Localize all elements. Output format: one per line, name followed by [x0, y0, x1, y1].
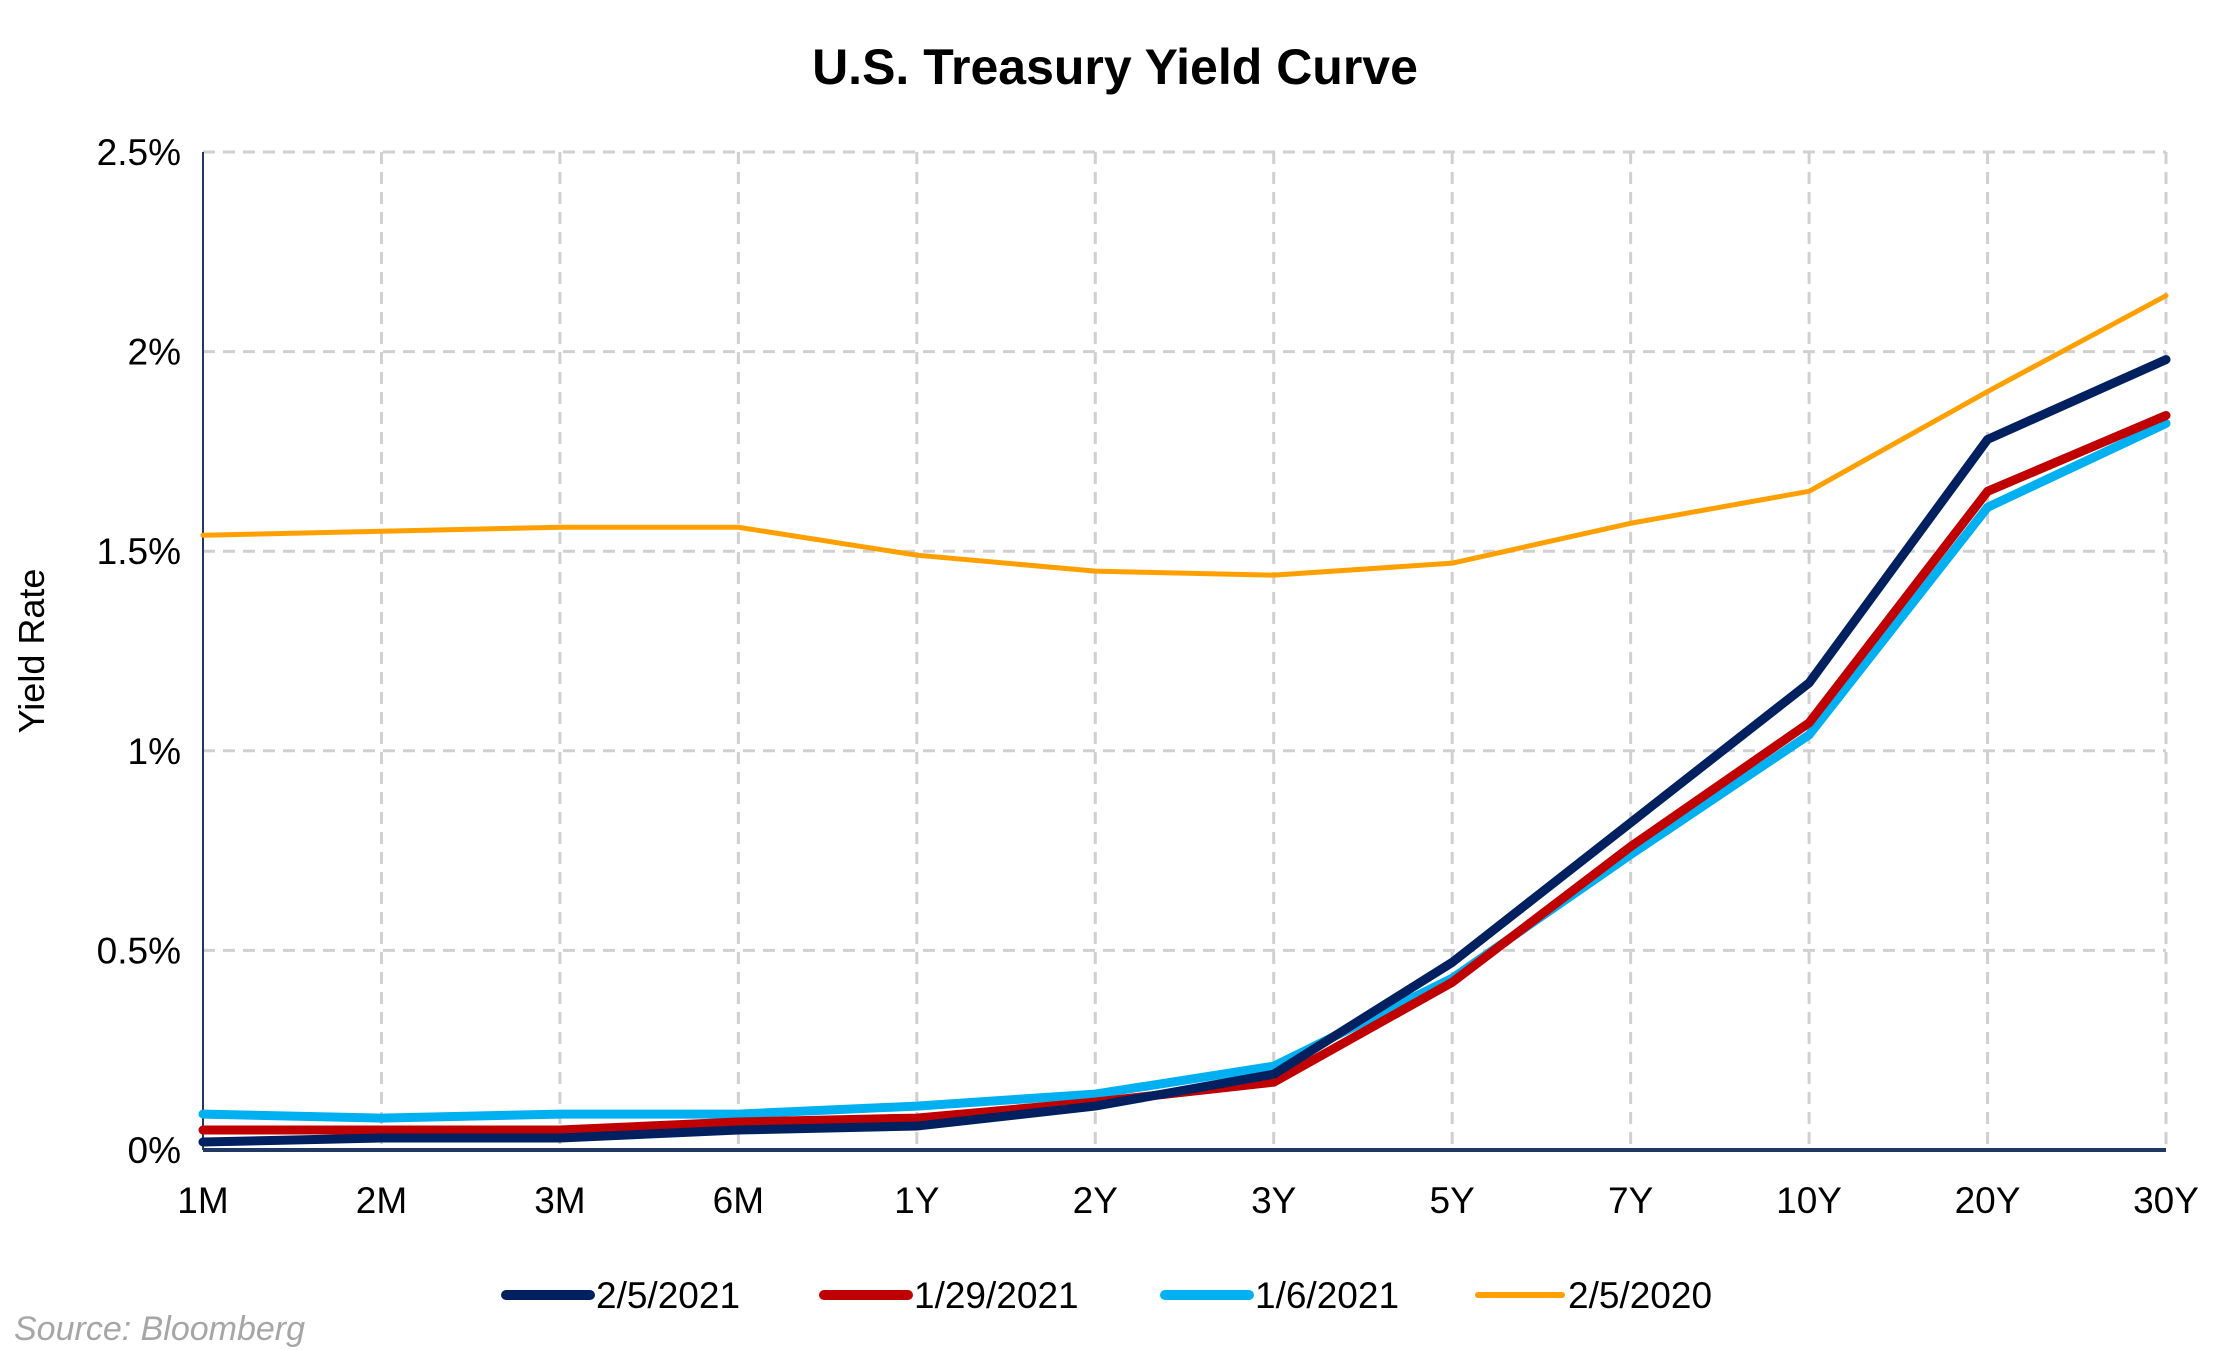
- x-tick-label: 3Y: [1251, 1180, 1296, 1221]
- x-tick-label: 20Y: [1955, 1180, 2021, 1221]
- series-line-1-6-2021: [198, 418, 2171, 1123]
- series-line-1-29-2021: [198, 410, 2171, 1135]
- x-tick-label: 10Y: [1776, 1180, 1842, 1221]
- x-tick-label: 1Y: [894, 1180, 939, 1221]
- legend-label: 2/5/2021: [596, 1275, 740, 1316]
- y-tick-label: 2.5%: [97, 132, 181, 173]
- y-axis-label: Yield Rate: [11, 569, 52, 734]
- y-tick-labels: 0% 0.5% 1% 1.5% 2% 2.5%: [97, 132, 181, 1171]
- x-tick-label: 2Y: [1073, 1180, 1118, 1221]
- series-lines: [198, 293, 2171, 1147]
- x-tick-label: 7Y: [1608, 1180, 1653, 1221]
- series-line-2-5-2021: [198, 355, 2171, 1147]
- x-tick-label: 2M: [356, 1180, 407, 1221]
- x-tick-label: 6M: [713, 1180, 764, 1221]
- gridlines: [202, 150, 2168, 1152]
- chart-title: U.S. Treasury Yield Curve: [812, 39, 1418, 95]
- y-tick-label: 1.5%: [97, 531, 181, 572]
- x-tick-label: 1M: [177, 1180, 228, 1221]
- series-line-2-5-2020: [200, 293, 2169, 578]
- x-tick-label: 3M: [534, 1180, 585, 1221]
- y-tick-label: 2%: [128, 332, 181, 373]
- y-tick-label: 0%: [128, 1130, 181, 1171]
- legend-label: 1/29/2021: [914, 1275, 1079, 1316]
- source-note: Source: Bloomberg: [14, 1310, 305, 1348]
- x-tick-label: 5Y: [1430, 1180, 1475, 1221]
- x-tick-label: 30Y: [2133, 1180, 2199, 1221]
- y-tick-label: 1%: [128, 731, 181, 772]
- y-tick-label: 0.5%: [97, 930, 181, 971]
- legend-label: 2/5/2020: [1568, 1275, 1712, 1316]
- legend-label: 1/6/2021: [1255, 1275, 1399, 1316]
- legend: 2/5/2021 1/29/2021 1/6/2021 2/5/2020: [501, 1275, 1712, 1316]
- x-tick-labels: 1M 2M 3M 6M 1Y 2Y 3Y 5Y 7Y 10Y 20Y 30Y: [177, 1180, 2199, 1221]
